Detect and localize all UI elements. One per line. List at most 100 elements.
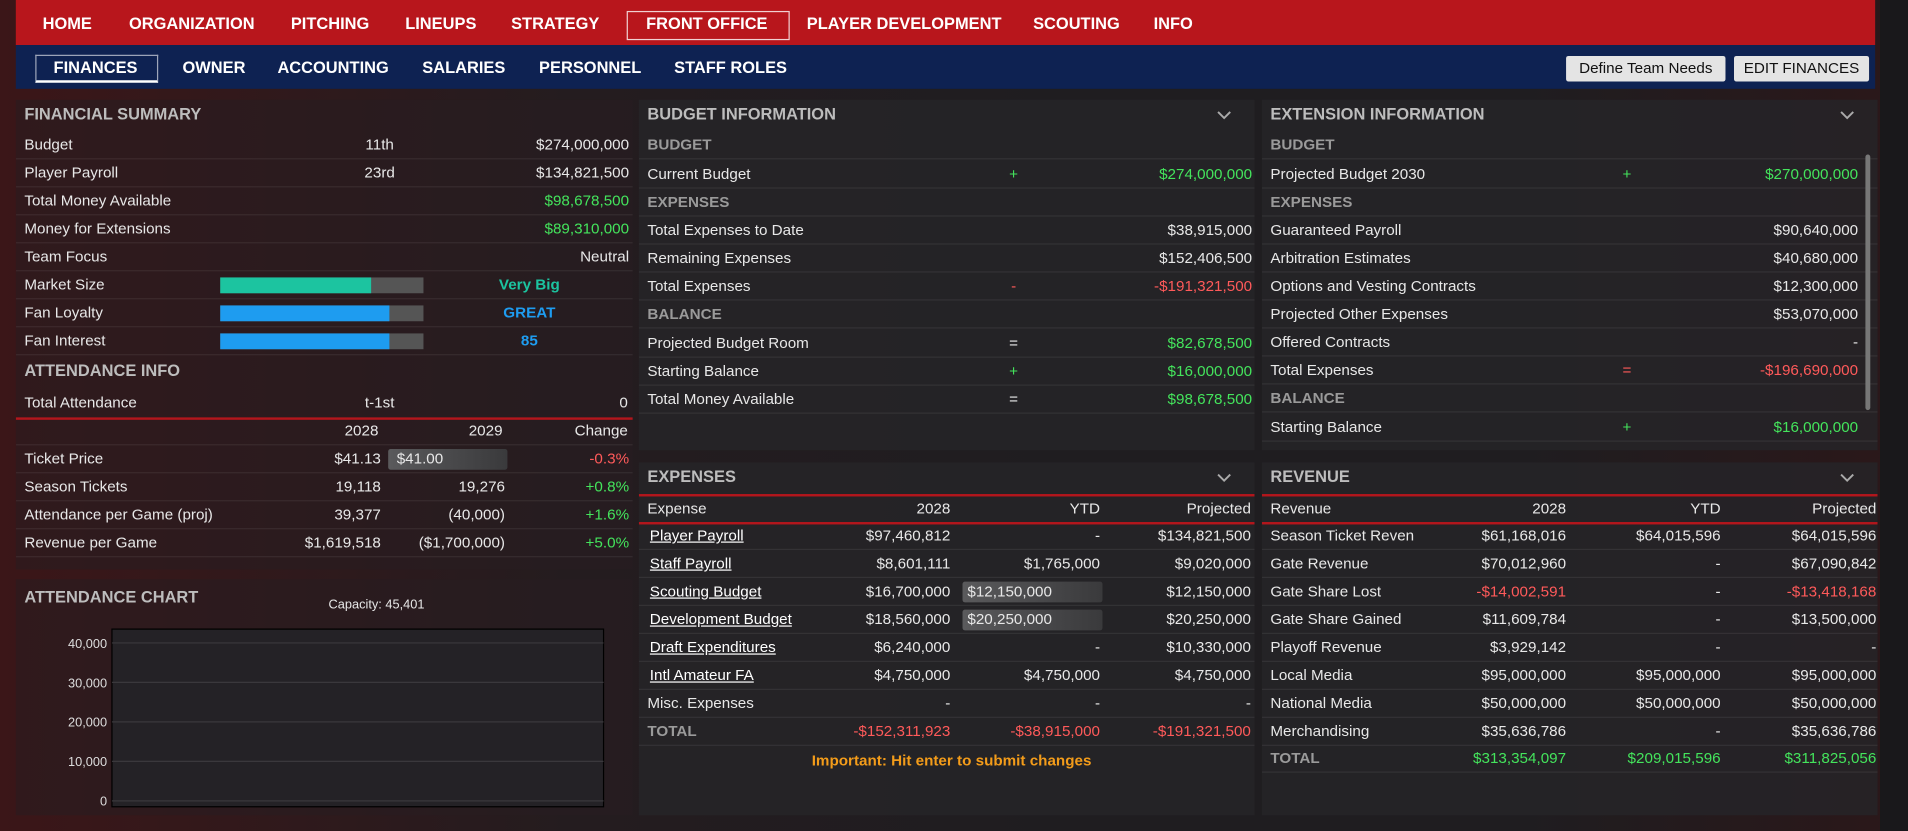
cell: - xyxy=(1094,526,1101,544)
row-label: Gate Share Lost xyxy=(1270,582,1382,600)
nav-tab[interactable]: PITCHING xyxy=(290,14,370,33)
row-divider xyxy=(638,243,1255,245)
nav-tab[interactable]: FRONT OFFICE xyxy=(646,14,768,33)
operator: = xyxy=(1622,361,1632,379)
row-divider xyxy=(638,716,1255,718)
row-divider xyxy=(1261,548,1878,551)
ticket-price-input[interactable] xyxy=(388,449,508,470)
nav-tab[interactable]: ORGANIZATION xyxy=(128,14,255,33)
nav-tab[interactable]: HOME xyxy=(42,14,92,33)
cell: 39,377 xyxy=(334,506,381,524)
header-rule xyxy=(1261,494,1878,497)
cell: $20,250,000 xyxy=(1166,610,1251,628)
row-label: Remaining Expenses xyxy=(647,249,792,267)
total-value: $209,015,596 xyxy=(1627,749,1721,767)
input-value[interactable]: $20,250,000 xyxy=(967,610,1052,628)
column-header: 2029 xyxy=(468,422,503,440)
cell: $1,765,000 xyxy=(1023,554,1101,572)
input-value[interactable]: $12,150,000 xyxy=(967,582,1052,600)
sub-tab[interactable]: STAFF ROLES xyxy=(674,58,787,77)
row-value: $89,310,000 xyxy=(544,220,630,238)
nav-tab[interactable]: STRATEGY xyxy=(511,14,600,33)
sub-nav xyxy=(15,45,1876,89)
panel-title: EXPENSES xyxy=(647,467,736,486)
row-label: Budget xyxy=(24,136,73,154)
expense-link[interactable]: Staff Payroll xyxy=(649,554,732,572)
expense-link[interactable]: Intl Amateur FA xyxy=(649,666,754,684)
total-label: TOTAL xyxy=(1270,749,1320,767)
row-divider xyxy=(1261,327,1878,329)
expense-link[interactable]: Draft Expenditures xyxy=(649,638,776,656)
cell: - xyxy=(1715,638,1721,656)
collapse-chevron[interactable] xyxy=(1839,110,1856,122)
section-name: BALANCE xyxy=(1270,389,1345,407)
operator: = xyxy=(1009,334,1019,352)
row-value: 0 xyxy=(619,394,628,412)
chevron-icon xyxy=(1840,473,1854,483)
y-tick-label: 30,000 xyxy=(68,675,107,690)
row-label: Local Media xyxy=(1270,666,1353,684)
nav-tab[interactable]: INFO xyxy=(1153,14,1193,33)
cell: $35,636,786 xyxy=(1791,722,1877,740)
header-button[interactable]: Define Team Needs xyxy=(1566,55,1726,82)
expense-link[interactable]: Scouting Budget xyxy=(649,582,762,600)
rating-bar xyxy=(220,333,389,350)
y-tick-label: 10,000 xyxy=(68,754,107,769)
sub-tab[interactable]: OWNER xyxy=(182,58,246,77)
row-divider xyxy=(638,604,1255,606)
rating-text: Very Big xyxy=(498,276,560,294)
header-rule xyxy=(638,494,1255,497)
row-divider xyxy=(1261,688,1878,690)
nav-tab[interactable]: PLAYER DEVELOPMENT xyxy=(806,14,1002,33)
row-divider xyxy=(638,576,1255,578)
cell: - xyxy=(1715,554,1721,572)
cell: -$13,418,168 xyxy=(1786,582,1877,600)
collapse-chevron[interactable] xyxy=(1216,472,1233,484)
collapse-chevron[interactable] xyxy=(1216,110,1233,122)
row-divider xyxy=(1261,271,1878,273)
scrollbar[interactable] xyxy=(1865,154,1871,411)
row-label: Starting Balance xyxy=(1270,417,1383,436)
financial-summary-panel: FINANCIAL SUMMARY Budget 11th $274,000,000 P… xyxy=(15,99,633,570)
collapse-chevron[interactable] xyxy=(1839,472,1856,484)
header-rule xyxy=(1261,522,1878,525)
expense-link[interactable]: Development Budget xyxy=(649,610,792,628)
cell: ($1,700,000) xyxy=(418,534,505,552)
sub-tab[interactable]: ACCOUNTING xyxy=(277,58,389,77)
cell: $13,500,000 xyxy=(1791,610,1877,628)
total-value: -$191,321,500 xyxy=(1152,722,1251,740)
row-value: $98,678,500 xyxy=(544,192,630,210)
sub-tab[interactable]: FINANCES xyxy=(53,58,138,77)
rank: t-1st xyxy=(364,394,395,412)
budget-input[interactable] xyxy=(962,581,1103,603)
rank: 11th xyxy=(365,136,394,154)
cell: (40,000) xyxy=(448,506,505,524)
row-label: Misc. Expenses xyxy=(647,694,754,712)
header-button[interactable]: EDIT FINANCES xyxy=(1733,55,1870,82)
rating-label: Fan Interest xyxy=(24,332,106,350)
input-value[interactable]: $41.00 xyxy=(396,450,444,468)
nav-tab[interactable]: SCOUTING xyxy=(1033,14,1120,33)
budget-input[interactable] xyxy=(962,609,1103,631)
row-label: Total Money Available xyxy=(24,192,172,210)
row-divider xyxy=(15,444,633,446)
panel-title: FINANCIAL SUMMARY xyxy=(24,104,202,123)
sub-tab[interactable]: SALARIES xyxy=(422,58,506,77)
row-value: -$191,321,500 xyxy=(1154,277,1253,295)
row-divider xyxy=(638,383,1255,386)
cell: $3,929,142 xyxy=(1489,638,1567,656)
cell: $50,000,000 xyxy=(1481,694,1567,712)
capacity-label: Capacity: 45,401 xyxy=(328,597,425,613)
row-divider xyxy=(1261,771,1878,773)
cell: $64,015,596 xyxy=(1636,526,1721,544)
row-divider xyxy=(638,327,1255,329)
y-tick-label: 0 xyxy=(100,794,107,809)
expense-link[interactable]: Player Payroll xyxy=(649,526,744,544)
section-name: BALANCE xyxy=(647,305,722,323)
chevron-icon xyxy=(1217,473,1231,483)
change: -0.3% xyxy=(589,450,630,468)
row-label: Options and Vesting Contracts xyxy=(1270,277,1476,295)
nav-tab[interactable]: LINEUPS xyxy=(405,14,477,33)
sub-tab[interactable]: PERSONNEL xyxy=(539,58,642,77)
panel-title: REVENUE xyxy=(1270,467,1350,486)
